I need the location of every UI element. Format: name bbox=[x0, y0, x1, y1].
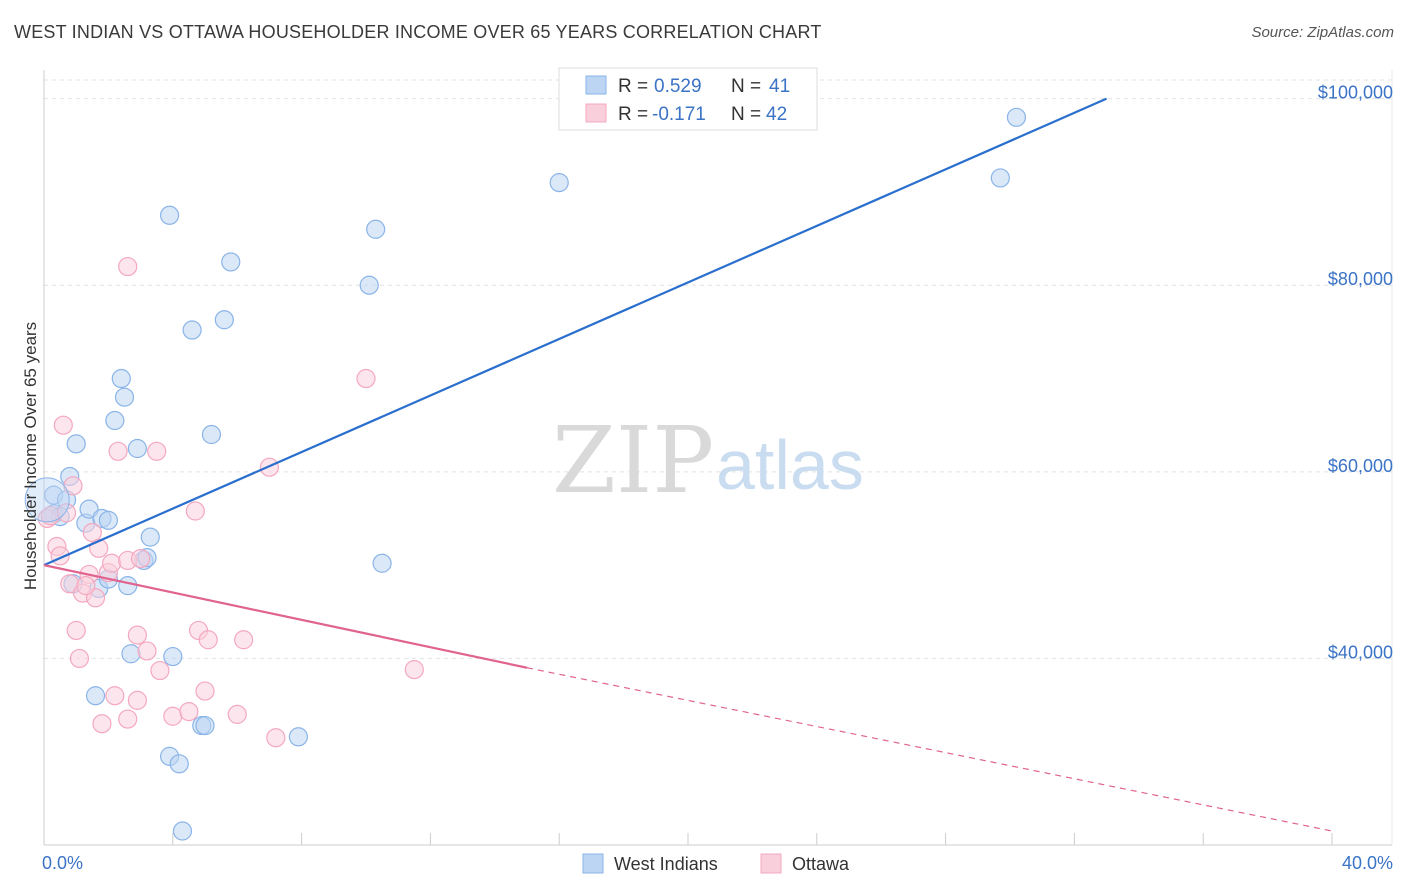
point-ottawa bbox=[227, 704, 247, 724]
point-ottawa bbox=[179, 701, 199, 722]
point-ottawa bbox=[108, 441, 128, 461]
point-ottawa bbox=[118, 256, 138, 277]
point-west-indians bbox=[127, 438, 147, 459]
legend-n-label-2: N = bbox=[731, 104, 761, 125]
point-west-indians bbox=[163, 646, 183, 667]
point-west-indians bbox=[66, 434, 86, 454]
grid-lines bbox=[44, 79, 1392, 659]
point-ottawa bbox=[127, 625, 147, 645]
legend-swatch-ottawa bbox=[585, 103, 607, 123]
y-tick-label: $80,000 bbox=[1328, 269, 1393, 289]
point-ottawa bbox=[56, 503, 77, 523]
legend-r-label-2: R = bbox=[618, 104, 648, 125]
point-west-indians bbox=[182, 320, 202, 340]
y-tick-label: $40,000 bbox=[1328, 642, 1393, 662]
bottom-legend-ottawa: Ottawa bbox=[792, 854, 850, 874]
point-west-indians bbox=[159, 205, 180, 225]
legend-r-label-1: R = bbox=[618, 76, 648, 97]
point-ottawa bbox=[163, 706, 183, 726]
point-west-indians bbox=[201, 424, 222, 445]
point-ottawa bbox=[131, 548, 151, 569]
point-ottawa bbox=[76, 576, 96, 596]
point-west-indians bbox=[172, 821, 193, 841]
point-west-indians bbox=[114, 387, 135, 407]
point-west-indians bbox=[990, 168, 1010, 188]
point-west-indians bbox=[372, 553, 392, 573]
point-ottawa bbox=[102, 553, 122, 573]
point-west-indians bbox=[366, 219, 386, 239]
point-west-indians bbox=[195, 715, 215, 736]
point-ottawa bbox=[404, 660, 424, 680]
trend-line-west-indians bbox=[43, 97, 1108, 567]
chart-title: WEST INDIAN VS OTTAWA HOUSEHOLDER INCOME… bbox=[14, 22, 822, 42]
series-legend: West Indians Ottawa bbox=[582, 853, 850, 874]
point-west-indians bbox=[214, 310, 234, 330]
point-ottawa bbox=[127, 690, 147, 710]
data-points bbox=[24, 107, 1027, 841]
point-west-indians bbox=[288, 727, 308, 747]
point-ottawa bbox=[53, 415, 73, 435]
chart-source: Source: ZipAtlas.com bbox=[1251, 24, 1394, 41]
legend-n-label-1: N = bbox=[731, 76, 761, 97]
legend-r-value-2: -0.171 bbox=[652, 104, 706, 125]
point-west-indians bbox=[549, 173, 569, 193]
point-west-indians bbox=[121, 644, 141, 664]
bottom-legend-west-indians: West Indians bbox=[614, 854, 718, 874]
point-ottawa bbox=[69, 648, 90, 669]
point-west-indians bbox=[85, 686, 106, 706]
point-ottawa bbox=[66, 620, 86, 641]
x-tick-label-min: 0.0% bbox=[42, 853, 83, 873]
legend-n-value-2: 42 bbox=[766, 104, 787, 125]
point-ottawa bbox=[105, 686, 125, 706]
point-ottawa bbox=[147, 441, 167, 461]
point-west-indians bbox=[111, 368, 131, 389]
point-west-indians-large bbox=[24, 477, 70, 523]
legend-n-value-1: 41 bbox=[769, 76, 790, 97]
legend-swatch-west-indians bbox=[585, 75, 607, 95]
y-axis-label: Householder Income Over 65 years bbox=[21, 322, 40, 590]
point-ottawa bbox=[195, 681, 215, 701]
watermark: ZIP atlas bbox=[552, 407, 864, 514]
point-west-indians bbox=[169, 754, 189, 774]
point-west-indians bbox=[221, 252, 241, 272]
point-ottawa bbox=[92, 714, 112, 734]
point-ottawa bbox=[150, 660, 170, 681]
point-west-indians bbox=[140, 527, 160, 547]
watermark-atlas: atlas bbox=[716, 426, 864, 504]
point-ottawa bbox=[234, 630, 254, 650]
point-west-indians bbox=[105, 410, 125, 431]
bottom-legend-swatch-ottawa bbox=[760, 853, 782, 874]
x-tick-label-max: 40.0% bbox=[1342, 853, 1393, 873]
trend-lines bbox=[43, 97, 1333, 832]
watermark-zip: ZIP bbox=[552, 407, 714, 514]
point-ottawa bbox=[356, 368, 376, 389]
y-tick-label: $100,000 bbox=[1318, 83, 1393, 103]
trend-line-ottawa-extrapolated bbox=[526, 667, 1333, 832]
bottom-legend-swatch-west-indians bbox=[582, 853, 604, 874]
axes bbox=[43, 70, 1393, 846]
point-ottawa bbox=[137, 641, 157, 661]
point-west-indians bbox=[359, 275, 379, 295]
trend-line-ottawa bbox=[43, 564, 528, 669]
point-ottawa bbox=[266, 728, 286, 748]
point-west-indians bbox=[1006, 107, 1027, 127]
legend-r-value-1: 0.529 bbox=[654, 76, 702, 97]
point-west-indians bbox=[98, 510, 119, 530]
point-west-indians bbox=[79, 499, 99, 519]
point-ottawa bbox=[118, 709, 138, 729]
y-tick-label: $60,000 bbox=[1328, 456, 1393, 476]
y-tick-labels: $40,000 $60,000 $80,000 $100,000 bbox=[1318, 83, 1393, 663]
point-ottawa bbox=[198, 630, 218, 650]
point-ottawa bbox=[185, 501, 205, 521]
point-west-indians bbox=[118, 576, 138, 596]
stats-legend: R = 0.529 N = 41 R = -0.171 N = 42 bbox=[558, 67, 818, 131]
